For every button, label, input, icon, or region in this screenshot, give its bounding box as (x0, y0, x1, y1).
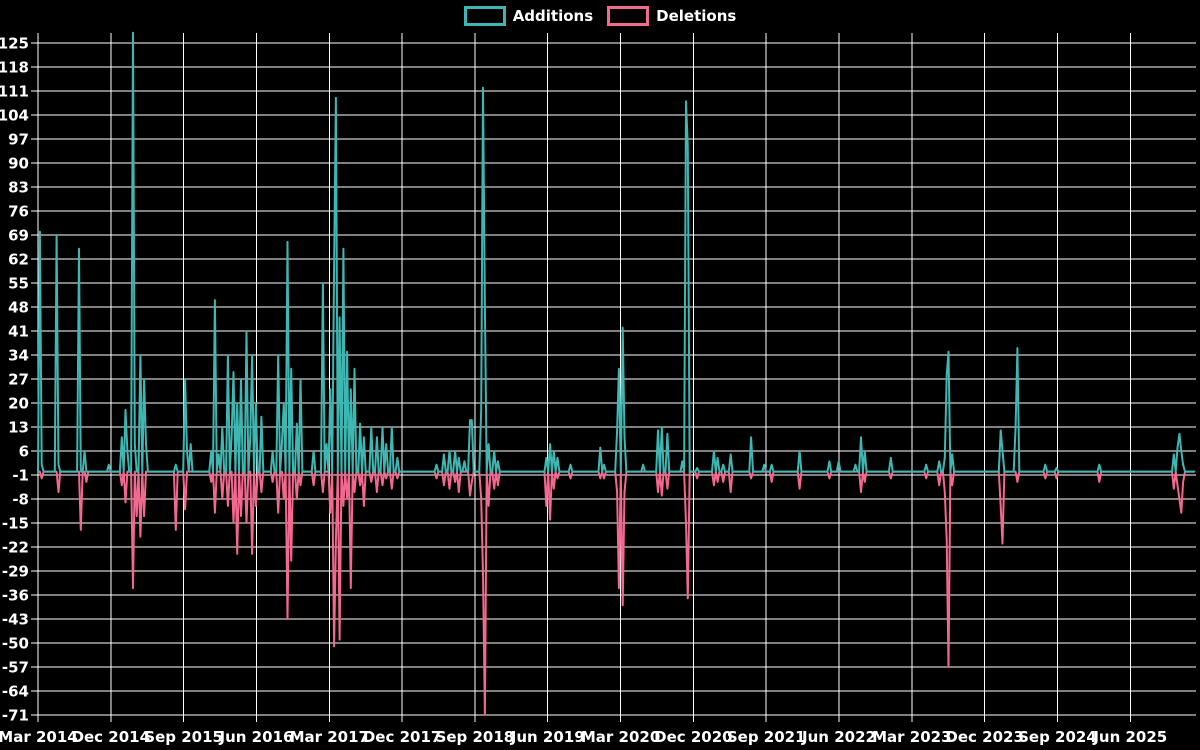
svg-text:Sep 2024: Sep 2024 (1018, 728, 1097, 746)
svg-text:Dec 2023: Dec 2023 (945, 728, 1024, 746)
svg-text:-64: -64 (2, 683, 29, 701)
svg-text:Sep 2015: Sep 2015 (144, 728, 223, 746)
svg-text:-36: -36 (2, 586, 29, 604)
deletions-swatch-icon (607, 6, 650, 26)
svg-text:62: 62 (8, 250, 29, 268)
svg-text:97: 97 (8, 130, 29, 148)
svg-text:Sep 2018: Sep 2018 (436, 728, 515, 746)
svg-text:-15: -15 (2, 514, 29, 532)
svg-text:125: 125 (0, 34, 29, 52)
svg-text:Jun 2022: Jun 2022 (801, 728, 876, 746)
svg-text:118: 118 (0, 58, 29, 76)
y-tick-labels: 125 118 111 104 97 90 83 76 69 62 55 48 41 34 27 20 13 6 -… (0, 34, 29, 724)
svg-text:-1: -1 (12, 466, 29, 484)
svg-text:104: 104 (0, 106, 29, 124)
additions-line (37, 31, 1196, 473)
svg-text:Jun 2016: Jun 2016 (218, 728, 293, 746)
svg-text:-71: -71 (2, 707, 29, 725)
svg-text:111: 111 (0, 82, 29, 100)
legend-label-deletions: Deletions (656, 6, 737, 25)
svg-text:27: 27 (8, 370, 29, 388)
deletions-line (37, 470, 1196, 716)
svg-text:48: 48 (8, 298, 29, 316)
svg-text:-57: -57 (2, 659, 29, 677)
svg-text:-29: -29 (2, 562, 29, 580)
svg-text:6: 6 (19, 442, 29, 460)
legend-item-deletions[interactable]: Deletions (607, 6, 736, 26)
svg-text:-43: -43 (2, 610, 29, 628)
svg-text:Sep 2021: Sep 2021 (727, 728, 806, 746)
svg-text:55: 55 (8, 274, 29, 292)
svg-text:41: 41 (8, 322, 29, 340)
svg-text:Mar 2017: Mar 2017 (290, 728, 369, 746)
svg-text:13: 13 (8, 418, 29, 436)
svg-text:Jun 2025: Jun 2025 (1092, 728, 1167, 746)
svg-text:Mar 2023: Mar 2023 (872, 728, 951, 746)
svg-text:20: 20 (8, 394, 29, 412)
svg-text:83: 83 (8, 178, 29, 196)
svg-text:Dec 2017: Dec 2017 (363, 728, 442, 746)
y-gridlines (31, 42, 1196, 716)
svg-text:Jun 2019: Jun 2019 (510, 728, 585, 746)
svg-text:-50: -50 (2, 635, 29, 653)
chart-legend: Additions Deletions (0, 6, 1200, 26)
svg-text:69: 69 (8, 226, 29, 244)
svg-text:90: 90 (8, 154, 29, 172)
svg-text:Dec 2014: Dec 2014 (72, 728, 151, 746)
legend-item-additions[interactable]: Additions (463, 6, 594, 26)
svg-text:Mar 2014: Mar 2014 (0, 728, 78, 746)
svg-text:Dec 2020: Dec 2020 (654, 728, 733, 746)
legend-label-additions: Additions (512, 6, 594, 25)
svg-text:-22: -22 (2, 538, 29, 556)
svg-text:34: 34 (8, 346, 29, 364)
svg-text:-8: -8 (12, 490, 29, 508)
additions-swatch-icon (463, 6, 506, 26)
svg-text:Mar 2020: Mar 2020 (581, 728, 660, 746)
svg-text:76: 76 (8, 202, 29, 220)
